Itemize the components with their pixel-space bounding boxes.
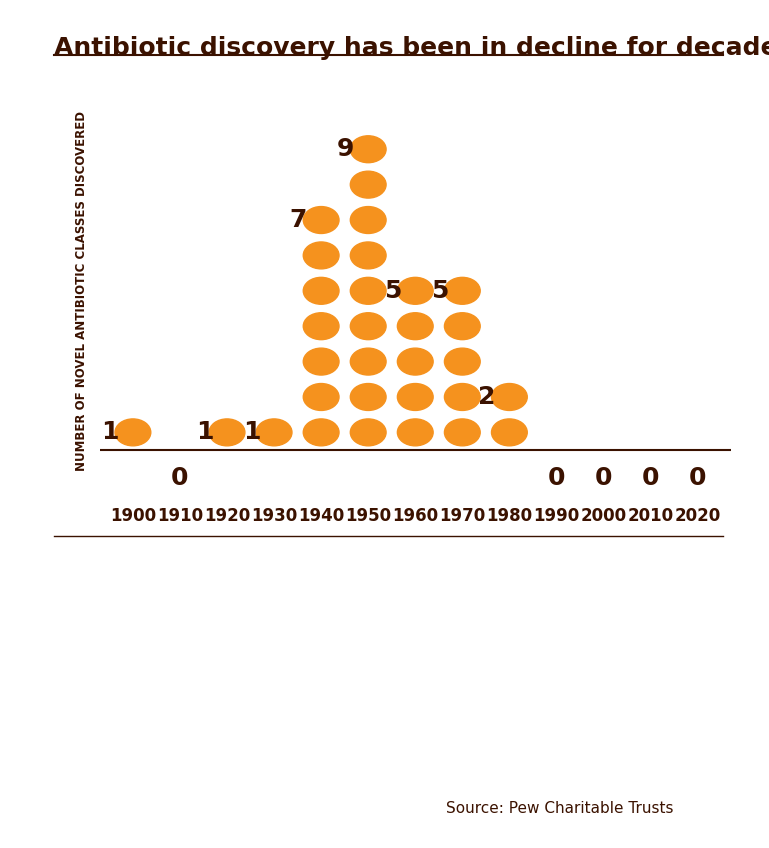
Circle shape (398, 419, 433, 446)
Circle shape (398, 349, 433, 375)
Circle shape (303, 349, 339, 375)
Circle shape (398, 313, 433, 340)
Circle shape (444, 419, 480, 446)
Circle shape (351, 277, 386, 304)
Text: 9: 9 (337, 137, 355, 161)
Text: 7: 7 (290, 208, 308, 232)
Circle shape (444, 277, 480, 304)
Circle shape (351, 171, 386, 198)
Text: 0: 0 (689, 466, 707, 489)
Circle shape (303, 242, 339, 269)
Text: 1: 1 (102, 421, 119, 444)
Text: 2: 2 (478, 385, 495, 409)
Text: wellcome: wellcome (526, 728, 604, 747)
Text: 0: 0 (594, 466, 612, 489)
Circle shape (351, 383, 386, 410)
Circle shape (209, 419, 245, 446)
Circle shape (303, 313, 339, 340)
Circle shape (444, 383, 480, 410)
Text: Source: Pew Charitable Trusts: Source: Pew Charitable Trusts (446, 801, 674, 817)
Text: W: W (538, 643, 593, 690)
Circle shape (115, 419, 151, 446)
Circle shape (351, 313, 386, 340)
Circle shape (351, 419, 386, 446)
Circle shape (491, 419, 528, 446)
Text: Antibiotic discovery has been in decline for decades: Antibiotic discovery has been in decline… (54, 36, 769, 59)
Text: 0: 0 (642, 466, 659, 489)
Circle shape (256, 419, 292, 446)
Text: 1: 1 (195, 421, 213, 444)
Circle shape (303, 419, 339, 446)
Text: 5: 5 (384, 279, 401, 303)
Circle shape (351, 207, 386, 233)
Circle shape (398, 383, 433, 410)
Text: 0: 0 (171, 466, 188, 489)
Circle shape (303, 277, 339, 304)
Circle shape (303, 207, 339, 233)
Text: 5: 5 (431, 279, 448, 303)
Circle shape (351, 242, 386, 269)
Text: NUMBER OF NOVEL ANTIBIOTIC CLASSES DISCOVERED: NUMBER OF NOVEL ANTIBIOTIC CLASSES DISCO… (75, 111, 88, 471)
Circle shape (444, 313, 480, 340)
Circle shape (351, 136, 386, 163)
Circle shape (444, 349, 480, 375)
Text: 0: 0 (548, 466, 565, 489)
Circle shape (398, 277, 433, 304)
Circle shape (491, 383, 528, 410)
Circle shape (351, 349, 386, 375)
Text: 1: 1 (243, 421, 260, 444)
Circle shape (303, 383, 339, 410)
